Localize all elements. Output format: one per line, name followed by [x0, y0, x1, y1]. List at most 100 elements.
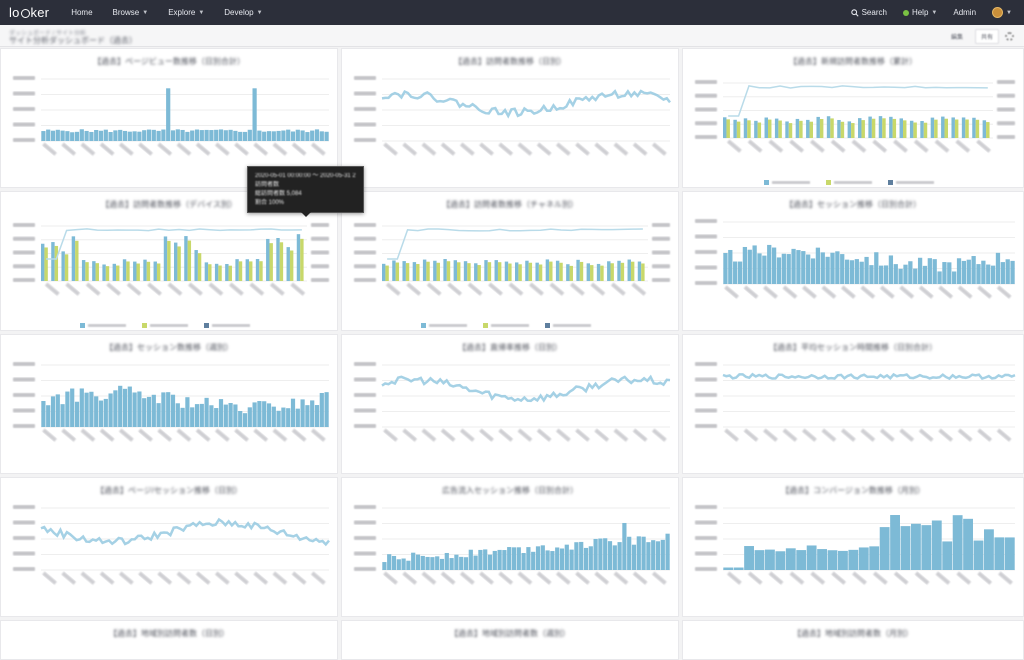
- looker-logo[interactable]: lo ker: [9, 5, 50, 20]
- bar: [848, 549, 859, 570]
- bar-series-2: [840, 121, 845, 138]
- bar-series-1: [61, 251, 65, 281]
- dashboard-tile[interactable]: 【過去】新規訪問者数推移（累計）: [682, 48, 1024, 188]
- y-tick-label: [354, 408, 376, 413]
- dashboard-tile[interactable]: 【過去】訪問者数推移（日別）: [341, 48, 679, 188]
- x-tick-label: [61, 142, 77, 156]
- bar: [627, 536, 632, 570]
- dashboard-tile[interactable]: 広告流入セッション推移（日別合計）: [341, 477, 679, 617]
- tile-title: 【過去】新規訪問者数推移（累計）: [789, 57, 917, 66]
- x-tick-label: [918, 285, 934, 299]
- x-tick-label: [467, 282, 483, 296]
- bar: [598, 538, 603, 570]
- bar-series-1: [174, 242, 178, 281]
- dashboard-tile[interactable]: 【過去】平均セッション時間推移（日別合計）: [682, 334, 1024, 474]
- x-tick-label: [310, 428, 326, 442]
- bar: [382, 562, 387, 570]
- user-menu[interactable]: ▼: [992, 7, 1012, 18]
- bar: [142, 130, 147, 141]
- bar-series-2: [965, 119, 969, 138]
- dashboard-tile[interactable]: 【過去】訪問者数推移（チャネル別）: [341, 191, 679, 331]
- bar: [990, 265, 996, 284]
- bar-series-2: [934, 119, 938, 138]
- dashboard-tile[interactable]: 【過去】セッション推移（日別合計）: [682, 191, 1024, 331]
- bar: [898, 268, 903, 284]
- tile-title: 【過去】訪問者数推移（日別）: [454, 57, 566, 66]
- tile-title: 【過去】直帰率推移（日別）: [458, 343, 562, 352]
- bar-series-1: [545, 259, 550, 281]
- dashboard-tile[interactable]: 【過去】ページビュー数推移（日別合計）: [0, 48, 338, 188]
- bar-series-1: [153, 261, 157, 281]
- bar: [79, 129, 84, 141]
- bar-series-1: [51, 242, 55, 281]
- tile-title: 【過去】地域別訪問者数（日別）: [109, 629, 229, 638]
- bar: [742, 246, 748, 284]
- legend-label: [212, 324, 250, 327]
- bar: [952, 271, 957, 284]
- x-tick-label: [724, 285, 739, 299]
- nav-develop[interactable]: Develop ▼: [224, 8, 262, 17]
- share-button[interactable]: 共有: [974, 29, 999, 44]
- bar: [820, 252, 825, 284]
- x-tick-label: [272, 428, 288, 442]
- tile-title: 【過去】訪問者数推移（チャネル別）: [442, 200, 578, 209]
- gear-icon[interactable]: [1005, 32, 1014, 41]
- search-button[interactable]: Search: [850, 8, 887, 17]
- bar: [864, 256, 869, 284]
- x-tick-label: [517, 428, 533, 442]
- y-tick-label: [354, 424, 376, 428]
- bar: [487, 554, 493, 570]
- x-tick-label: [594, 142, 610, 156]
- help-menu[interactable]: Help ▼: [902, 8, 937, 17]
- bar-series-2: [986, 122, 990, 138]
- y-tick-label: [695, 135, 717, 139]
- bar-series-1: [102, 264, 106, 281]
- dashboard-tile[interactable]: 【過去】ページ/セッション推移（日別）: [0, 477, 338, 617]
- dashboard-tile[interactable]: 【過去】直帰率推移（日別）: [341, 334, 679, 474]
- edit-button[interactable]: 編集: [950, 35, 963, 41]
- bar-series-1: [194, 250, 198, 281]
- bar: [122, 388, 128, 427]
- breadcrumb[interactable]: ダッシュボード / サイト分析: [9, 31, 87, 37]
- x-tick-label: [549, 282, 565, 296]
- dashboard-tile[interactable]: 【過去】地域別訪問者数（日別）: [0, 620, 338, 660]
- x-tick-label: [879, 428, 895, 442]
- nav-browse[interactable]: Browse ▼: [113, 8, 149, 17]
- dashboard-tile[interactable]: 【過去】コンバージョン数推移（月別）: [682, 477, 1024, 617]
- nav-explore[interactable]: Explore ▼: [168, 8, 204, 17]
- dashboard-tile[interactable]: 【過去】セッション数推移（週別）: [0, 334, 338, 474]
- bar-series-2: [208, 264, 212, 281]
- tooltip-line: 総訪問者数 5,084: [255, 191, 302, 197]
- dashboard-tile[interactable]: 【過去】訪問者数推移（デバイス別）: [0, 191, 338, 331]
- bar-series-1: [235, 259, 239, 281]
- y-tick-label: [13, 551, 35, 556]
- y2-tick-label: [652, 278, 670, 282]
- bar: [765, 549, 775, 570]
- admin-link[interactable]: Admin: [953, 8, 976, 17]
- bar: [952, 515, 963, 570]
- bar: [849, 260, 855, 284]
- bar: [521, 553, 526, 570]
- bar-series-1: [982, 120, 987, 138]
- bar-series-1: [412, 262, 417, 281]
- dashboard-tile[interactable]: 【過去】地域別訪問者数（月別）: [682, 620, 1024, 660]
- y-tick-label: [354, 264, 376, 269]
- dashboard-tile[interactable]: 【過去】地域別訪問者数（週別）: [341, 620, 679, 660]
- x-tick-label: [42, 571, 57, 585]
- x-tick-label: [310, 142, 326, 156]
- bar: [449, 558, 454, 570]
- bar: [1004, 537, 1015, 570]
- bar-series-2: [95, 263, 99, 281]
- bar-series-2: [116, 265, 120, 281]
- x-tick-label: [383, 142, 398, 156]
- x-tick-label: [575, 571, 590, 585]
- x-tick-label: [955, 139, 971, 153]
- x-tick-label: [536, 571, 552, 585]
- bar-series-2: [851, 123, 855, 138]
- bar: [314, 129, 320, 141]
- bar: [775, 551, 786, 570]
- bar: [79, 388, 84, 427]
- x-tick-label: [61, 428, 77, 442]
- x-tick-label: [613, 142, 629, 156]
- nav-home[interactable]: Home: [71, 8, 92, 17]
